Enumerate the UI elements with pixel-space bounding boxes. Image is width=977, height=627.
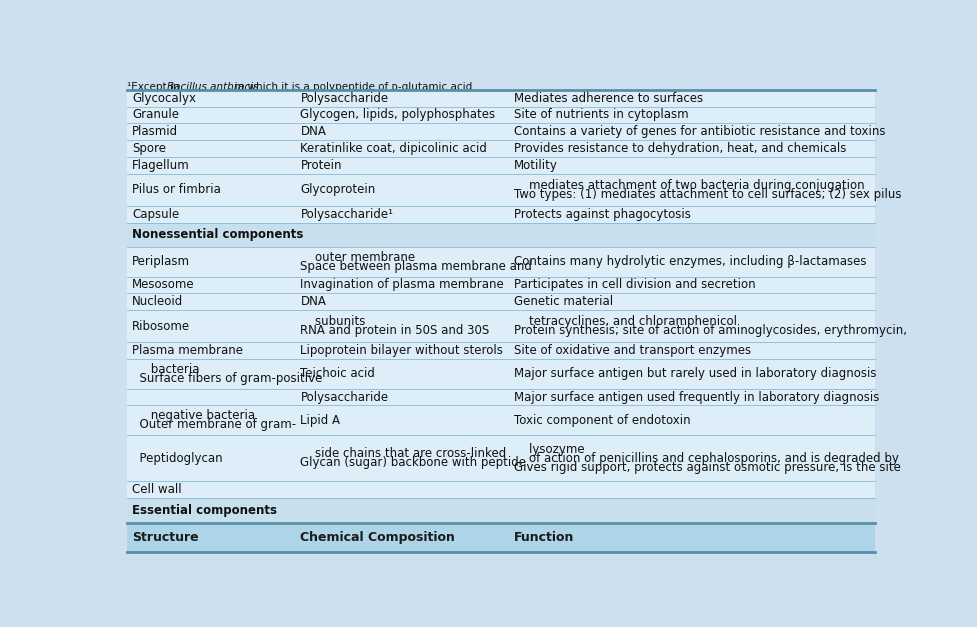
Text: Granule: Granule: [132, 108, 179, 122]
Text: subunits: subunits: [301, 315, 365, 329]
Text: Essential components: Essential components: [132, 504, 277, 517]
Text: Glycan (sugar) backbone with peptide: Glycan (sugar) backbone with peptide: [301, 456, 527, 469]
Text: Glycocalyx: Glycocalyx: [132, 92, 196, 105]
Text: Glycoprotein: Glycoprotein: [301, 183, 376, 196]
Text: Nucleoid: Nucleoid: [132, 295, 184, 308]
Text: side chains that are cross-linked: side chains that are cross-linked: [301, 447, 507, 460]
Text: Lipid A: Lipid A: [301, 414, 340, 427]
Text: Keratinlike coat, dipicolinic acid: Keratinlike coat, dipicolinic acid: [301, 142, 488, 155]
Text: Two types: (1) mediates attachment to cell surfaces; (2) sex pilus: Two types: (1) mediates attachment to ce…: [514, 187, 901, 201]
Text: , in which it is a polypeptide of ᴅ-glutamic acid.: , in which it is a polypeptide of ᴅ-glut…: [229, 82, 476, 92]
Text: tetracyclines, and chloramphenicol: tetracyclines, and chloramphenicol: [514, 315, 737, 329]
Bar: [127, 523, 874, 552]
Text: Spore: Spore: [132, 142, 166, 155]
Text: of action of penicillins and cephalosporins, and is degraded by: of action of penicillins and cephalospor…: [514, 451, 899, 465]
Text: outer membrane: outer membrane: [301, 251, 415, 264]
Text: Capsule: Capsule: [132, 208, 180, 221]
Text: Bacillus anthracis: Bacillus anthracis: [167, 82, 259, 92]
Text: Space between plasma membrane and: Space between plasma membrane and: [301, 260, 532, 273]
Text: Cell wall: Cell wall: [132, 483, 182, 496]
Text: Participates in cell division and secretion: Participates in cell division and secret…: [514, 278, 755, 292]
Text: Peptidoglycan: Peptidoglycan: [132, 451, 223, 465]
Text: Function: Function: [514, 530, 574, 544]
Text: Glycogen, lipids, polyphosphates: Glycogen, lipids, polyphosphates: [301, 108, 495, 122]
Text: Genetic material: Genetic material: [514, 295, 613, 308]
Text: negative bacteria: negative bacteria: [132, 409, 255, 423]
Text: Outer membrane of gram-: Outer membrane of gram-: [132, 418, 296, 431]
Text: ¹Except in: ¹Except in: [127, 82, 183, 92]
Text: Site of nutrients in cytoplasm: Site of nutrients in cytoplasm: [514, 108, 688, 122]
Text: Invagination of plasma membrane: Invagination of plasma membrane: [301, 278, 504, 292]
Text: Polysaccharide¹: Polysaccharide¹: [301, 208, 394, 221]
Text: Polysaccharide: Polysaccharide: [301, 92, 389, 105]
Text: Nonessential components: Nonessential components: [132, 228, 304, 241]
Text: Major surface antigen but rarely used in laboratory diagnosis: Major surface antigen but rarely used in…: [514, 367, 876, 381]
Text: DNA: DNA: [301, 125, 326, 138]
Text: RNA and protein in 50S and 30S: RNA and protein in 50S and 30S: [301, 324, 489, 337]
Text: Contains many hydrolytic enzymes, including β-lactamases: Contains many hydrolytic enzymes, includ…: [514, 255, 867, 268]
Text: Motility: Motility: [514, 159, 558, 172]
Text: Protects against phagocytosis: Protects against phagocytosis: [514, 208, 691, 221]
Text: lysozyme: lysozyme: [514, 443, 584, 456]
Text: mediates attachment of two bacteria during conjugation: mediates attachment of two bacteria duri…: [514, 179, 865, 192]
Text: Mediates adherence to surfaces: Mediates adherence to surfaces: [514, 92, 702, 105]
Text: Pilus or fimbria: Pilus or fimbria: [132, 183, 221, 196]
Text: Structure: Structure: [132, 530, 199, 544]
Bar: [127, 498, 874, 523]
Text: Periplasm: Periplasm: [132, 255, 191, 268]
Text: Toxic component of endotoxin: Toxic component of endotoxin: [514, 414, 690, 427]
Bar: [127, 90, 874, 523]
Text: Flagellum: Flagellum: [132, 159, 190, 172]
Text: Protein synthesis; site of action of aminoglycosides, erythromycin,: Protein synthesis; site of action of ami…: [514, 324, 907, 337]
Text: Contains a variety of genes for antibiotic resistance and toxins: Contains a variety of genes for antibiot…: [514, 125, 885, 138]
Text: Major surface antigen used frequently in laboratory diagnosis: Major surface antigen used frequently in…: [514, 391, 879, 404]
Text: Provides resistance to dehydration, heat, and chemicals: Provides resistance to dehydration, heat…: [514, 142, 846, 155]
Text: Plasmid: Plasmid: [132, 125, 179, 138]
Text: Mesosome: Mesosome: [132, 278, 194, 292]
Text: Polysaccharide: Polysaccharide: [301, 391, 389, 404]
Text: Surface fibers of gram-positive: Surface fibers of gram-positive: [132, 372, 322, 385]
Text: Teichoic acid: Teichoic acid: [301, 367, 375, 381]
Text: Gives rigid support, protects against osmotic pressure, is the site: Gives rigid support, protects against os…: [514, 461, 901, 473]
Text: Chemical Composition: Chemical Composition: [301, 530, 455, 544]
Text: Lipoprotein bilayer without sterols: Lipoprotein bilayer without sterols: [301, 344, 503, 357]
Text: bacteria: bacteria: [132, 363, 199, 376]
Text: DNA: DNA: [301, 295, 326, 308]
Text: Plasma membrane: Plasma membrane: [132, 344, 243, 357]
Bar: [127, 223, 874, 247]
Text: Protein: Protein: [301, 159, 342, 172]
Text: Ribosome: Ribosome: [132, 320, 191, 333]
Text: Site of oxidative and transport enzymes: Site of oxidative and transport enzymes: [514, 344, 750, 357]
